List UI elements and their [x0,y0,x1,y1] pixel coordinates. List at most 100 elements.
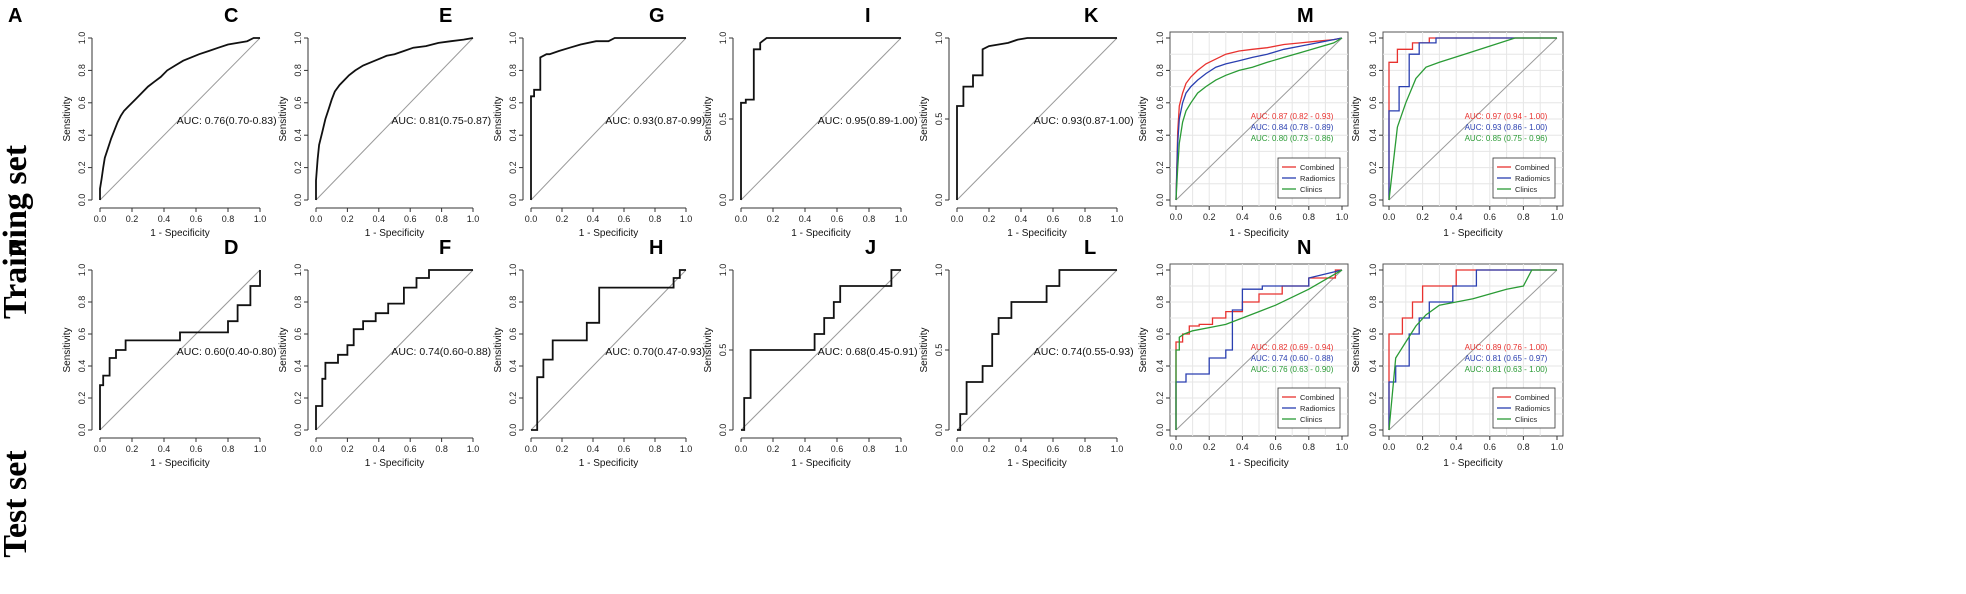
roc-curve-clinics [1388,37,1557,201]
x-axis-title: 1 - Specificity [791,228,850,239]
y-tick-label: 0.0 [718,424,728,437]
x-tick-label: 0.4 [587,214,600,224]
x-tick-label: 1.0 [1551,212,1564,222]
y-tick-label: 1.0 [718,264,728,277]
x-tick-label: 0.4 [158,444,171,454]
y-tick-label: 0.6 [508,328,518,341]
x-tick-label: 1.0 [680,444,693,454]
diagonal-reference [99,37,261,201]
x-tick-label: 0.0 [525,444,538,454]
diagonal-reference [1175,269,1343,431]
x-axis-title: 1 - Specificity [1443,458,1502,469]
x-tick-label: 0.2 [556,444,569,454]
x-axis-title: 1 - Specificity [1229,458,1288,469]
x-tick-label: 0.8 [222,214,235,224]
x-tick-label: 0.0 [1170,442,1183,452]
y-tick-label: 1.0 [934,264,944,277]
y-tick-label: 0.8 [1155,296,1165,309]
y-tick-label: 0.2 [293,392,303,405]
auc-annotation: AUC: 0.93(0.87-0.99) [605,115,705,127]
panel-label-J: J [865,237,876,259]
x-tick-label: 1.0 [467,214,480,224]
y-tick-label: 0.0 [934,424,944,437]
y-tick-label: 0.0 [1368,424,1378,437]
y-tick-label: 0.4 [1368,360,1378,373]
panel-M: M 0.0 0.2 0.4 0.6 0.8 1.0 0.0 0.2 0.4 0.6 0.8 1.0 1 -… [1297,5,1564,239]
x-tick-label: 0.8 [1517,442,1530,452]
x-axis-title: 1 - Specificity [365,458,424,469]
auc-annotation: AUC: 0.95(0.89-1.00) [818,115,918,127]
y-tick-label: 0.0 [77,424,87,437]
x-tick-label: 0.8 [863,214,876,224]
y-tick-label: 0.0 [718,194,728,207]
y-axis-title: Sensitivity [62,96,73,141]
y-tick-label: 0.6 [1368,97,1378,110]
y-tick-label: 1.0 [1155,32,1165,45]
x-tick-label: 0.0 [1170,212,1183,222]
y-tick-label: 0.2 [77,392,87,405]
diagonal-reference [530,37,687,201]
x-tick-label: 1.0 [1111,214,1124,224]
panel-I: I 0.0 0.2 0.4 0.6 0.8 1.0 0.0 0.5 1.0 1 - Specific… [865,5,1134,239]
x-tick-label: 1.0 [895,444,908,454]
y-axis-title: Sensitivity [62,327,73,372]
diagonal-reference [956,269,1118,431]
y-tick-label: 0.2 [1368,161,1378,174]
y-tick-label: 0.2 [508,161,518,174]
y-tick-label: 1.0 [77,264,87,277]
roc-curve-roc [957,269,1117,431]
diagonal-reference [530,269,687,431]
y-tick-label: 0.4 [508,360,518,373]
auc-annotation: AUC: 0.93(0.87-1.00) [1034,115,1134,127]
panel-label-N: N [1297,237,1311,259]
diagonal-reference [315,269,474,431]
y-tick-label: 1.0 [508,32,518,45]
panel-F: F 0.0 0.2 0.4 0.6 0.8 1.0 0.0 0.2 0.4 0.6 0.8 1.0 1 -… [439,237,705,469]
x-tick-label: 1.0 [1336,212,1349,222]
y-axis-title: Sensitivity [703,327,714,372]
auc-annotation-combined: AUC: 0.82 (0.69 - 0.94) [1251,343,1334,352]
x-tick-label: 0.2 [1416,442,1429,452]
x-tick-label: 0.0 [1383,442,1396,452]
y-tick-label: 0.5 [718,344,728,357]
y-tick-label: 1.0 [934,32,944,45]
y-tick-label: 0.5 [718,113,728,126]
roc-curve-combined [1175,37,1343,201]
x-axis-title: 1 - Specificity [1007,458,1066,469]
x-tick-label: 0.4 [1450,212,1463,222]
panel-A: A 0.0 0.2 0.4 0.6 0.8 1.0 0.0 0.2 0.4 0.6 0.8 1.0 1 -… [8,5,277,239]
x-tick-label: 0.8 [1079,444,1092,454]
x-tick-label: 0.0 [310,444,323,454]
y-tick-label: 1.0 [1368,32,1378,45]
y-tick-label: 0.0 [293,194,303,207]
panel-label-B: B [8,237,22,259]
legend-label-radiomics: Radiomics [1300,404,1335,413]
x-tick-label: 0.6 [404,214,417,224]
roc-curve-radiomics [1388,37,1557,200]
diagonal-reference [956,37,1118,201]
roc-curve-radiomics [1388,269,1557,430]
auc-annotation: AUC: 0.60(0.40-0.80) [177,346,277,358]
x-tick-label: 0.0 [94,444,107,454]
roc-curve-clinics [1175,269,1343,430]
y-axis-title: Sensitivity [278,96,289,141]
y-tick-label: 0.4 [508,129,518,142]
y-tick-label: 1.0 [718,32,728,45]
legend-label-clinics: Clinics [1300,415,1322,424]
auc-annotation: AUC: 0.81(0.75-0.87) [391,115,491,127]
x-tick-label: 0.8 [649,214,662,224]
x-axis-title: 1 - Specificity [365,228,424,239]
y-axis-title: Sensitivity [493,96,504,141]
x-tick-label: 0.2 [341,444,354,454]
y-tick-label: 0.8 [1368,296,1378,309]
roc-curve-roc [530,37,686,200]
auc-annotation-clinics: AUC: 0.85 (0.75 - 0.96) [1465,134,1548,143]
x-tick-label: 1.0 [254,214,267,224]
x-tick-label: 1.0 [1111,444,1124,454]
auc-annotation: AUC: 0.76(0.70-0.83) [177,115,277,127]
legend-label-clinics: Clinics [1515,415,1537,424]
x-tick-label: 0.6 [1269,442,1282,452]
panel-B: B 0.0 0.2 0.4 0.6 0.8 1.0 0.0 0.2 0.4 0.6 0.8 1.0 1 -… [8,237,277,469]
y-tick-label: 0.6 [1155,328,1165,341]
roc-curve-roc [740,37,901,200]
